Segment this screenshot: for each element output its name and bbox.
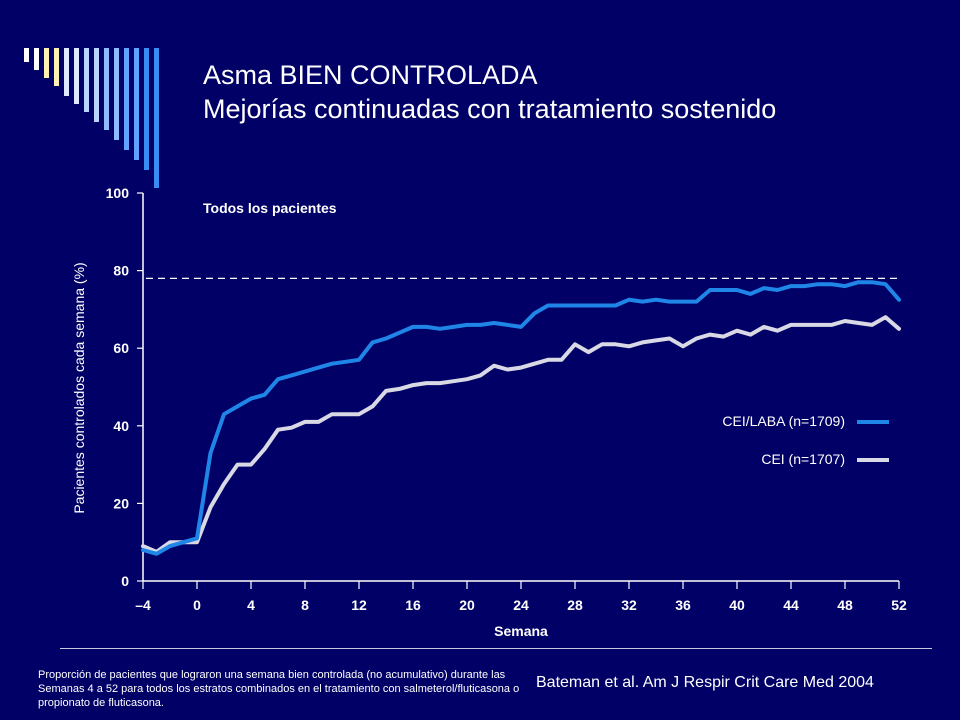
legend-label-ceilaba: CEI/LABA (n=1709) xyxy=(722,413,845,429)
footnote: Proporción de pacientes que lograron una… xyxy=(38,669,520,709)
slide-title: Asma BIEN CONTROLADA Mejorías continuada… xyxy=(203,58,776,126)
x-tick-label: 4 xyxy=(247,597,255,613)
decorative-bar xyxy=(34,48,39,70)
x-tick-label: –4 xyxy=(135,597,151,613)
y-tick-label: 40 xyxy=(113,418,129,434)
citation: Bateman et al. Am J Respir Crit Care Med… xyxy=(536,674,874,691)
y-tick-label: 80 xyxy=(113,263,129,279)
series-line-cei xyxy=(141,315,901,554)
x-tick-label: 24 xyxy=(513,597,529,613)
decorative-bar xyxy=(74,48,79,104)
y-tick-label: 0 xyxy=(121,573,129,589)
y-tick-label: 100 xyxy=(106,185,130,201)
x-tick-label: 36 xyxy=(675,597,691,613)
decorative-bar xyxy=(154,48,159,188)
decorative-bar xyxy=(44,48,49,78)
decorative-bar xyxy=(144,48,149,170)
x-tick-label: 16 xyxy=(405,597,421,613)
x-tick-label: 44 xyxy=(783,597,799,613)
x-tick-label: 28 xyxy=(567,597,583,613)
x-ticks: –4 0 4 8 12 16 20 24 28 32 36 40 44 48 52 xyxy=(135,581,907,613)
decorative-bar xyxy=(54,48,59,86)
decorative-bar xyxy=(64,48,69,96)
series-group xyxy=(141,280,901,556)
x-tick-label: 8 xyxy=(301,597,309,613)
decorative-bar xyxy=(124,48,129,150)
x-tick-label: 0 xyxy=(193,597,201,613)
x-tick-label: 48 xyxy=(837,597,853,613)
title-line-1: Asma BIEN CONTROLADA xyxy=(203,60,538,90)
y-tick-label: 60 xyxy=(113,340,129,356)
decorative-bar xyxy=(104,48,109,130)
decorative-bar xyxy=(94,48,99,122)
x-tick-label: 32 xyxy=(621,597,637,613)
y-ticks: 0 20 40 60 80 100 xyxy=(106,185,143,589)
decorative-bar xyxy=(114,48,119,140)
chart-subtitle: Todos los pacientes xyxy=(203,200,337,216)
x-axis-label: Semana xyxy=(494,623,548,639)
x-tick-label: 20 xyxy=(459,597,475,613)
legend-label-cei: CEI (n=1707) xyxy=(761,451,845,467)
footer-divider xyxy=(60,648,932,649)
decorative-bar xyxy=(84,48,89,112)
decorative-bar xyxy=(24,48,29,62)
y-axis-label: Pacientes controlados cada semana (%) xyxy=(71,262,87,513)
x-tick-label: 52 xyxy=(891,597,907,613)
y-tick-label: 20 xyxy=(113,495,129,511)
title-line-2: Mejorías continuadas con tratamiento sos… xyxy=(203,94,777,124)
x-tick-label: 12 xyxy=(351,597,367,613)
x-tick-label: 40 xyxy=(729,597,745,613)
series-line-ceilaba xyxy=(141,280,901,556)
decorative-bar xyxy=(134,48,139,160)
